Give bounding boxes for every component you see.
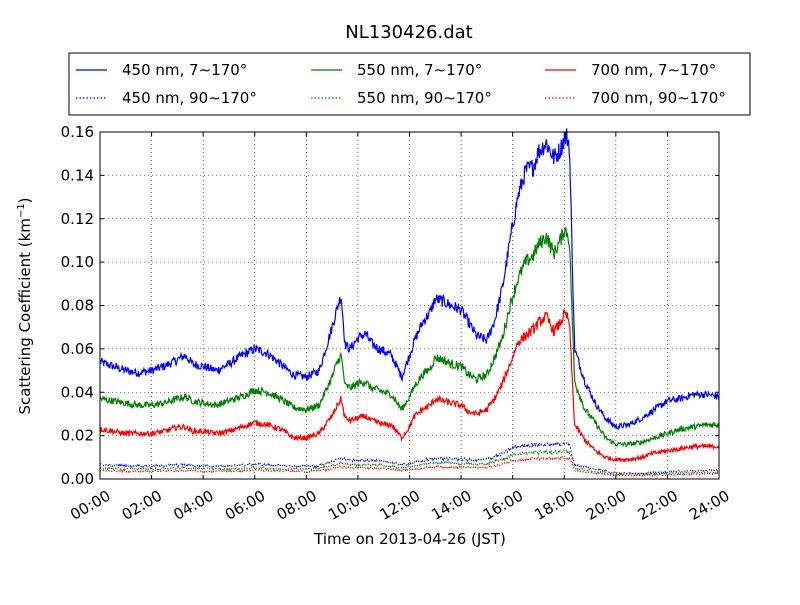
y-tick-label: 0.14: [61, 166, 94, 184]
y-axis-label-close: ): [16, 197, 34, 203]
series-line-1: [99, 128, 720, 431]
chart-title: NL130426.dat: [345, 22, 472, 43]
legend-label: 700 nm, 90∼170°: [591, 89, 726, 107]
legend-box: [68, 52, 751, 116]
legend-label: 450 nm, 90∼170°: [122, 89, 257, 107]
y-tick-label: 0.12: [61, 210, 94, 228]
series-line-3: [99, 309, 720, 463]
series-lines: [99, 128, 720, 478]
y-tick-labels: 0.00 0.02 0.04 0.06 0.08 0.10 0.12 0.14 0.16: [61, 123, 94, 488]
legend-label: 450 nm, 7∼170°: [122, 61, 247, 79]
legend-label: 550 nm, 90∼170°: [357, 89, 492, 107]
y-axis-label-exponent: −1: [16, 203, 27, 218]
legend-label: 550 nm, 7∼170°: [357, 61, 482, 79]
y-tick-label: 0.08: [61, 297, 94, 315]
x-axis-label: Time on 2013-04-26 (JST): [313, 530, 506, 548]
series-line-4: [99, 439, 720, 475]
y-tick-label: 0.10: [61, 253, 94, 271]
y-tick-label: 0.16: [61, 123, 94, 141]
series-line-5: [99, 448, 720, 476]
y-axis-label-main: Scattering Coefficient (km: [16, 218, 34, 414]
legend-label: 700 nm, 7∼170°: [591, 61, 716, 79]
legend: 450 nm, 7∼170° 550 nm, 7∼170° 700 nm, 7∼17…: [68, 52, 751, 116]
series-line-6: [99, 454, 720, 478]
series-line-2: [99, 227, 720, 448]
axes: [99, 131, 720, 480]
y-axis-label: Scattering Coefficient (km−1): [16, 197, 34, 414]
y-tick-label: 0.04: [61, 383, 94, 401]
y-tick-label: 0.02: [61, 427, 94, 445]
y-tick-label: 0.06: [61, 340, 94, 358]
y-tick-label: 0.00: [61, 470, 94, 488]
